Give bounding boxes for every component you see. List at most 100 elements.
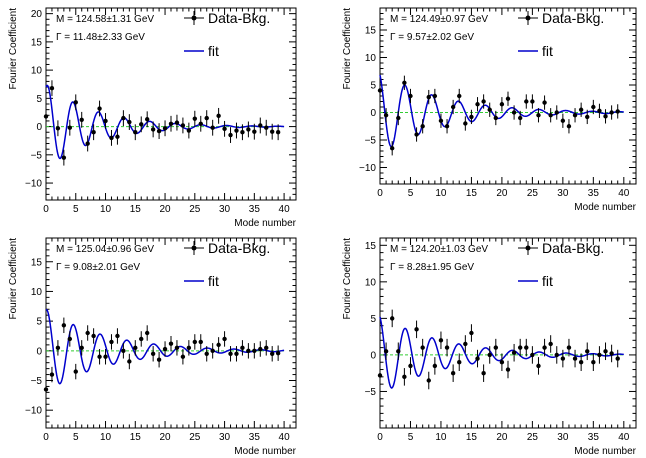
legend-fit-label: fit [208, 273, 219, 289]
data-point [258, 346, 263, 352]
x-axis-title: Mode number [234, 446, 296, 457]
data-point [572, 356, 578, 361]
chart-panel-2: 0 5 10 15 20 25 30 35 40 −10 −5 0 5 10 15 Mode number Fo… [342, 7, 637, 213]
data-point [85, 141, 90, 146]
data-point [133, 130, 138, 135]
data-point [420, 124, 425, 129]
data-point [115, 134, 120, 139]
y-tick-label: 10 [31, 287, 43, 298]
y-tick-label: 5 [36, 317, 42, 328]
data-point [414, 327, 419, 332]
y-tick-label: 15 [31, 37, 43, 48]
x-tick-label: 0 [43, 432, 49, 443]
y-tick-label: 10 [31, 66, 43, 77]
legend-data-marker [191, 15, 197, 21]
width-annotation: Γ = 8.28±1.95 GeV [390, 262, 474, 273]
data-point [264, 125, 269, 130]
data-point [55, 126, 61, 131]
data-point [180, 123, 186, 128]
x-tick-label: 10 [100, 432, 112, 443]
data-point [210, 348, 215, 354]
data-point [536, 113, 541, 118]
data-point [85, 330, 90, 336]
data-point [79, 117, 84, 123]
x-tick-label: 0 [377, 188, 383, 199]
data-point [457, 360, 462, 365]
data-point [536, 363, 541, 369]
data-point [121, 348, 126, 354]
data-point [597, 352, 602, 358]
mass-annotation: M = 124.58±1.31 GeV [56, 14, 154, 25]
data-point [43, 114, 49, 119]
data-point [168, 121, 174, 126]
data-point [55, 345, 61, 351]
data-point [566, 124, 572, 129]
data-point [186, 345, 192, 351]
x-tick-label: 40 [618, 432, 630, 443]
x-tick-label: 15 [130, 204, 142, 215]
data-point [234, 128, 239, 133]
data-point [91, 333, 96, 339]
mass-annotation: M = 125.04±0.96 GeV [56, 244, 154, 255]
data-point [162, 126, 168, 131]
data-point [517, 345, 523, 350]
x-tick-label: 20 [496, 432, 508, 443]
data-point [402, 80, 407, 86]
y-tick-label: −10 [25, 179, 42, 190]
y-tick-label: 0 [36, 346, 42, 357]
data-point [97, 354, 102, 359]
x-tick-label: 40 [279, 432, 291, 443]
data-point [499, 102, 505, 107]
y-tick-label: −10 [359, 163, 376, 174]
data-point [222, 336, 227, 342]
data-point [609, 110, 614, 115]
x-tick-label: 10 [100, 204, 112, 215]
data-point [252, 348, 257, 354]
data-point [505, 367, 511, 372]
data-point [144, 330, 150, 336]
data-point [240, 130, 245, 135]
data-point [240, 345, 245, 351]
x-tick-label: 35 [588, 432, 600, 443]
data-point [73, 100, 78, 105]
x-tick-label: 10 [435, 432, 447, 443]
data-point [493, 345, 499, 350]
data-point [585, 114, 590, 120]
data-point [426, 94, 431, 100]
data-point [269, 129, 275, 134]
data-point [609, 351, 614, 356]
data-point [49, 372, 55, 377]
data-point [121, 115, 126, 121]
data-point [168, 341, 174, 346]
data-point [487, 107, 492, 112]
legend-data-label: Data-Bkg. [208, 10, 270, 26]
mass-annotation: M = 124.49±0.97 GeV [390, 14, 488, 25]
y-tick-label: 5 [370, 81, 376, 92]
data-point [530, 99, 535, 104]
data-point [615, 356, 620, 361]
data-point [246, 348, 251, 354]
data-point [133, 345, 138, 351]
data-point [150, 127, 156, 132]
x-tick-label: 25 [527, 188, 539, 199]
data-point [139, 122, 144, 127]
data-point [524, 345, 529, 350]
data-point [554, 352, 559, 358]
x-tick-label: 30 [557, 432, 569, 443]
data-point [408, 93, 413, 99]
data-point [79, 345, 84, 351]
chart-panel-4: 0 5 10 15 20 25 30 35 40 −5 0 5 10 15 Mode number Fouri… [342, 237, 637, 457]
x-tick-label: 5 [73, 432, 79, 443]
y-tick-label: 15 [365, 26, 377, 37]
data-point [420, 345, 425, 350]
x-tick-label: 15 [466, 432, 478, 443]
x-tick-label: 30 [219, 432, 231, 443]
data-point [180, 354, 186, 359]
legend-fit-label: fit [208, 43, 219, 59]
data-point [450, 104, 456, 110]
y-tick-label: −5 [31, 150, 43, 161]
y-tick-label: 0 [36, 122, 42, 133]
data-point [505, 96, 511, 101]
data-point [192, 116, 198, 121]
